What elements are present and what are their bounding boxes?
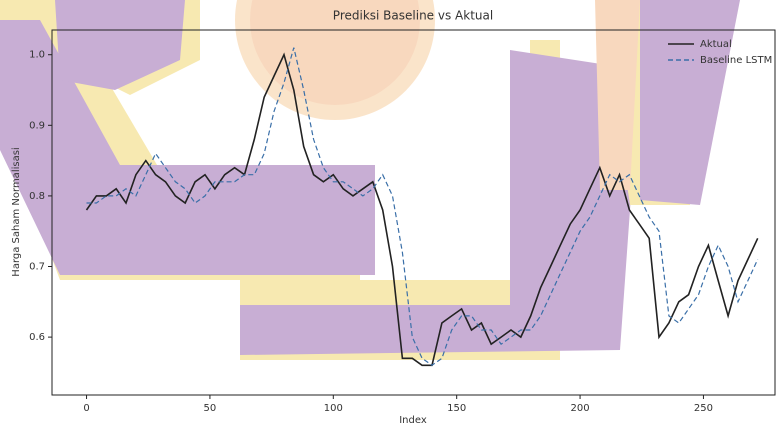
x-tick-label: 250 [694, 403, 713, 414]
y-tick-label: 0.8 [29, 191, 45, 202]
legend-label: Aktual [700, 39, 732, 50]
chart-title: Prediksi Baseline vs Aktual [333, 9, 493, 23]
x-tick-label: 50 [204, 403, 217, 414]
y-tick-label: 1.0 [29, 50, 45, 61]
x-tick-label: 100 [324, 403, 343, 414]
y-tick-label: 0.6 [29, 332, 45, 343]
background-decoration [0, 0, 740, 360]
y-tick-label: 0.9 [29, 120, 45, 131]
x-tick-label: 200 [571, 403, 590, 414]
legend-label: Baseline LSTM [700, 55, 772, 66]
x-tick-label: 0 [83, 403, 89, 414]
x-tick-label: 150 [447, 403, 466, 414]
chart: Prediksi Baseline vs Aktual Index Harga … [0, 0, 781, 427]
x-axis-label: Index [399, 415, 427, 426]
y-axis-label: Harga Saham Normalisasi [11, 147, 22, 276]
y-tick-label: 0.7 [29, 262, 45, 273]
